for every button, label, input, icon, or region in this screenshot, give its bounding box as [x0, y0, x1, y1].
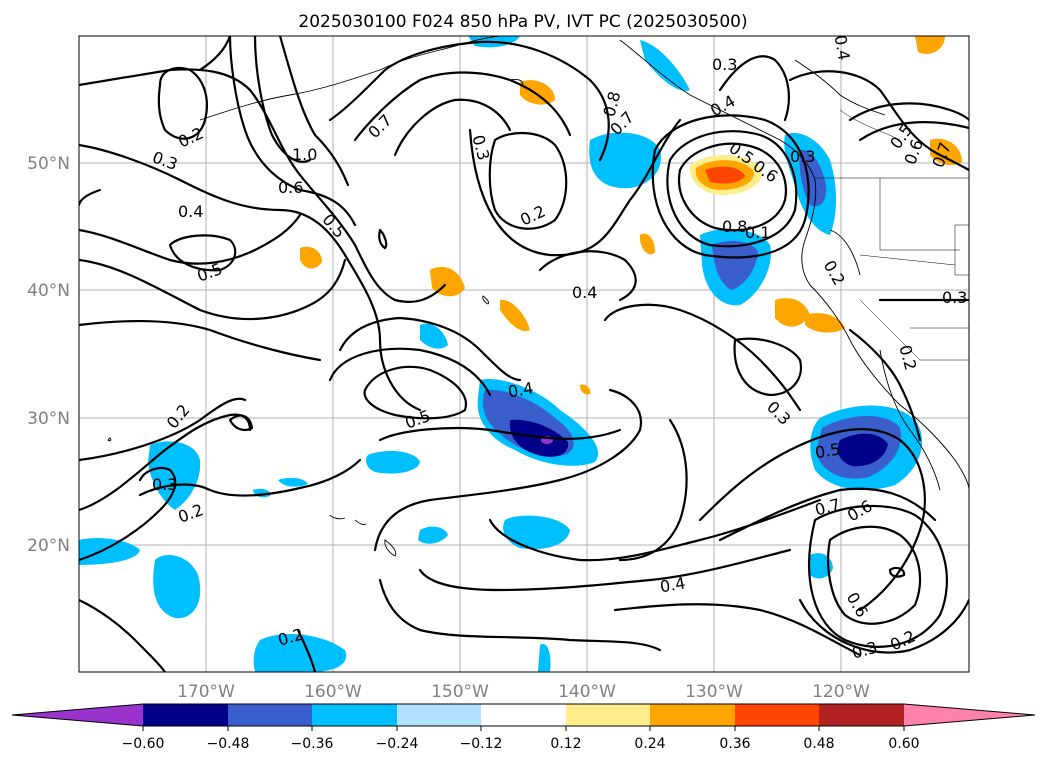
colorbar-tick-label: 0.36 — [719, 736, 750, 752]
shade-region — [580, 384, 591, 395]
colorbar-cell — [566, 704, 650, 726]
shade-region — [775, 298, 810, 327]
lon-axis: 170°W 160°W 150°W 140°W 130°W 120°W — [177, 682, 870, 702]
shade-region — [805, 313, 845, 333]
colorbar-tick-label: −0.24 — [376, 736, 419, 752]
shade-region — [500, 299, 530, 332]
contour-label: 0.4 — [831, 33, 854, 61]
contour-label: 0.4 — [506, 378, 534, 401]
lat-label: 50°N — [27, 154, 70, 174]
shade-region — [300, 246, 322, 269]
lon-label: 130°W — [685, 682, 743, 702]
shade-region — [520, 80, 555, 105]
colorbar-tick-label: 0.12 — [550, 736, 581, 752]
lon-label: 160°W — [304, 682, 362, 702]
contour-label: 0.1 — [745, 223, 770, 242]
political-borders — [815, 109, 969, 361]
shade-region — [503, 515, 570, 550]
shade-region — [705, 166, 745, 184]
colorbar-tick-label: 0.24 — [634, 736, 665, 752]
contour-label: 1.0 — [292, 145, 317, 164]
lon-label: 140°W — [558, 682, 616, 702]
colorbar: −0.60 −0.48 −0.36 −0.24 −0.12 0.12 0.24 … — [11, 703, 1036, 752]
contour-label: 0.3 — [152, 475, 177, 494]
colorbar-cell — [12, 704, 143, 726]
contour-label: 0.3 — [942, 288, 967, 307]
colorbar-cell — [735, 704, 819, 726]
shade-region — [430, 266, 465, 297]
shade-region — [915, 36, 945, 55]
colorbar-tick-label: −0.60 — [122, 736, 165, 752]
shade-region — [509, 419, 569, 457]
colorbar-cell — [312, 704, 397, 726]
colorbar-cell — [228, 704, 312, 726]
map-area — [79, 36, 969, 672]
figure-title: 2025030100 F024 850 hPa PV, IVT PC (2025… — [298, 12, 747, 32]
shade-region — [799, 149, 827, 207]
contour-label: 0.3 — [712, 55, 737, 74]
lon-label: 120°W — [812, 682, 870, 702]
colorbar-cell — [904, 704, 1035, 726]
shade-region — [153, 555, 201, 619]
lon-label: 150°W — [431, 682, 489, 702]
map-frame — [78, 35, 970, 673]
contour-label: 0.4 — [658, 573, 686, 596]
lat-axis: 50°N 40°N 30°N 20°N — [27, 154, 70, 556]
colorbar-cell — [650, 704, 735, 726]
shade-region — [930, 138, 962, 166]
colorbar-cell — [143, 704, 228, 726]
colorbar-cell — [397, 704, 481, 726]
colorbar-tick-label: 0.60 — [888, 736, 919, 752]
coastlines — [107, 36, 969, 557]
shade-region — [278, 477, 308, 487]
lat-label: 40°N — [27, 281, 70, 301]
shade-region — [366, 450, 420, 474]
colorbar-tick-label: −0.36 — [291, 736, 334, 752]
shade-region — [418, 526, 448, 544]
shade-region — [640, 233, 655, 255]
shade-region — [837, 433, 888, 467]
shade-region — [79, 538, 140, 565]
colorbar-tick-label: −0.48 — [207, 736, 250, 752]
shade-region — [420, 323, 448, 349]
lat-label: 30°N — [27, 409, 70, 429]
contour-label: 0.4 — [178, 202, 203, 221]
colorbar-cell — [481, 704, 566, 726]
contour-label: 0.6 — [278, 178, 303, 197]
colorbar-tick-label: −0.12 — [460, 736, 503, 752]
contour-label: 0.4 — [572, 283, 597, 302]
shade-region — [253, 634, 347, 672]
shade-region — [589, 132, 661, 189]
colorbar-cell — [819, 704, 904, 726]
colorbar-ticks — [142, 726, 905, 731]
shade-region — [712, 240, 758, 290]
lon-label: 170°W — [177, 682, 235, 702]
contour-label: 0.3 — [790, 147, 815, 166]
contour-label: 0.5 — [813, 439, 841, 462]
contour-label: 0.8 — [722, 217, 747, 236]
ivt-contours — [79, 36, 969, 672]
shade-region — [538, 644, 551, 672]
colorbar-tick-label: 0.48 — [803, 736, 834, 752]
lat-label: 20°N — [27, 536, 70, 556]
shade-region — [640, 40, 690, 91]
